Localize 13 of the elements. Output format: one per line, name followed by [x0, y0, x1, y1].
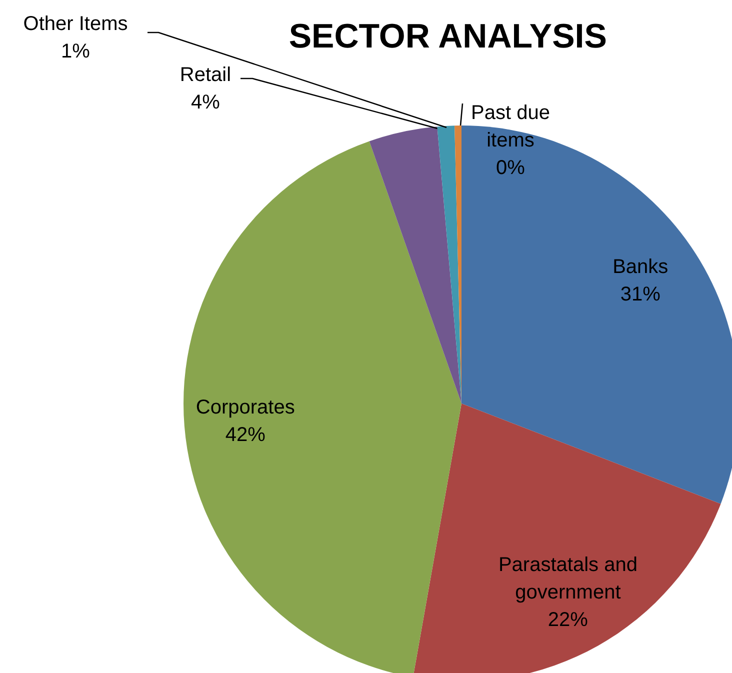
- data-label: 4%: [191, 91, 220, 114]
- data-label: 0%: [496, 157, 526, 179]
- slice-label: Banks: [612, 256, 668, 278]
- slice-label: Past due items: [471, 102, 550, 152]
- slice-label: Corporates: [196, 396, 295, 418]
- slice-label: Other Items: [23, 12, 128, 35]
- data-label: 1%: [61, 40, 90, 62]
- data-label: 31%: [620, 284, 661, 306]
- chart-title: SECTOR ANALYSIS: [288, 18, 607, 56]
- slice-label: Retail: [180, 64, 232, 86]
- slice-label: Parastatals and government: [498, 554, 638, 604]
- data-label: 22%: [548, 608, 588, 631]
- data-label: 42%: [225, 424, 266, 446]
